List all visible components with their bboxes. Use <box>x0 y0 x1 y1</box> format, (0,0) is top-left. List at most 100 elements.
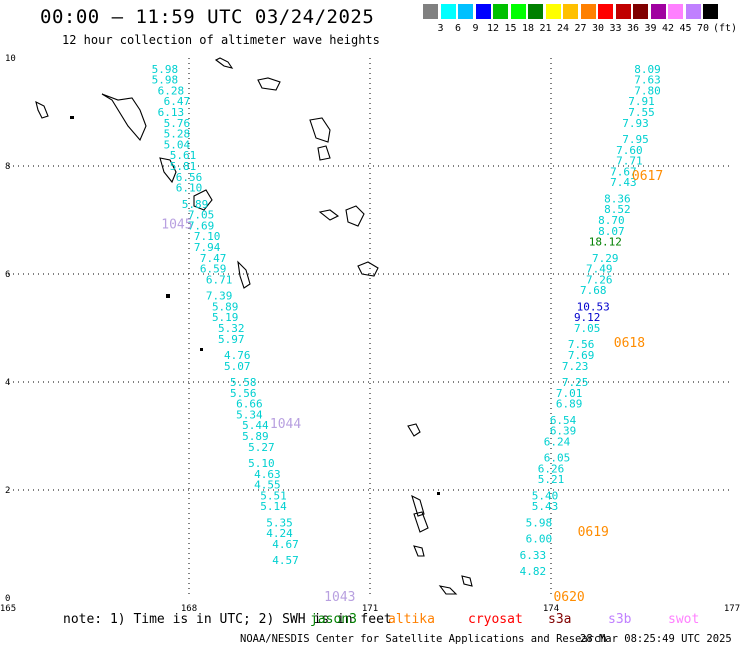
colorbar-label: 30 <box>591 23 605 34</box>
island-outline <box>345 205 365 227</box>
colorbar-units: (ft) <box>713 23 738 34</box>
wave-height-label: 7.67 <box>610 165 637 178</box>
colorbar-swatch <box>458 4 473 19</box>
wave-height-label: 6.33 <box>520 549 547 562</box>
wave-height-label: 4.24 <box>266 527 293 540</box>
wave-height-label: 7.01 <box>556 387 583 400</box>
colorbar-swatch <box>703 4 718 19</box>
wave-height-label: 18.12 <box>589 236 622 249</box>
wave-height-label: 7.94 <box>194 241 221 254</box>
colorbar-swatch <box>545 4 561 19</box>
satellite-s3b: s3b <box>608 612 632 627</box>
wave-height-label: 8.09 <box>634 63 661 76</box>
wave-height-label: 4.55 <box>254 479 281 492</box>
wave-height-label: 5.89 <box>212 300 239 313</box>
wave-height-label: 5.61 <box>170 149 197 162</box>
wave-height-label: 7.69 <box>568 349 595 362</box>
orbit-label: 0617 <box>632 169 663 184</box>
wave-height-label: 6.59 <box>200 263 227 276</box>
colorbar-swatch <box>615 4 631 19</box>
island-outline <box>257 77 281 91</box>
wave-height-label: 5.98 <box>526 516 553 529</box>
wave-height-label: 5.19 <box>212 311 239 324</box>
wave-height-label: 5.89 <box>242 430 269 443</box>
wave-height-label: 5.07 <box>224 360 251 373</box>
wave-height-label: 7.39 <box>206 290 233 303</box>
island-outline <box>461 575 473 587</box>
island-outline <box>438 585 458 595</box>
colorbar-label: 15 <box>504 23 517 34</box>
colorbar-swatch <box>668 4 683 19</box>
colorbar-label: 21 <box>539 23 552 34</box>
wave-height-label: 7.25 <box>562 376 589 389</box>
island-dot <box>70 116 74 119</box>
island-outline <box>159 157 177 184</box>
colorbar-swatch <box>510 4 526 19</box>
colorbar-swatch <box>598 4 613 19</box>
y-tick-label: 10 <box>5 54 16 64</box>
wave-height-label: 6.39 <box>550 425 577 438</box>
x-tick-label: 165 <box>0 604 16 614</box>
orbit-label: 1044 <box>270 417 301 432</box>
island-outline <box>407 423 421 437</box>
wave-height-label: 5.98 <box>152 63 179 76</box>
wave-height-label: 5.58 <box>230 376 257 389</box>
island-outline <box>237 260 251 289</box>
wave-height-label: 5.34 <box>236 408 263 421</box>
wave-height-label: 7.47 <box>200 252 227 265</box>
wave-height-label: 5.51 <box>260 489 287 502</box>
island-outline <box>214 57 234 69</box>
footer-timestamp: 28 Mar 08:25:49 UTC 2025 <box>580 633 732 645</box>
wave-height-label: 5.44 <box>242 419 269 432</box>
colorbar-label: 36 <box>626 23 640 34</box>
wave-height-label: 6.71 <box>206 273 233 286</box>
colorbar-label: 70 <box>696 23 710 34</box>
wave-height-label: 6.47 <box>164 95 191 108</box>
wave-height-label: 6.54 <box>550 414 577 427</box>
wave-height-label: 7.23 <box>562 360 589 373</box>
wave-height-label: 5.32 <box>218 322 245 335</box>
orbit-label: 0619 <box>578 525 609 540</box>
wave-height-label: 7.93 <box>622 117 649 130</box>
colorbar-swatch <box>685 4 701 19</box>
wave-height-label: 5.76 <box>164 117 191 130</box>
island-dot <box>437 492 440 495</box>
wave-height-label: 4.82 <box>520 565 547 578</box>
x-tick-label: 177 <box>724 604 740 614</box>
wave-height-label: 7.68 <box>580 284 607 297</box>
footnote: note: 1) Time is in UTC; 2) SWH is in fe… <box>63 612 392 627</box>
footer-org: NOAA/NESDIS Center for Satellite Applica… <box>240 633 607 645</box>
wave-height-label: 7.69 <box>188 219 215 232</box>
island-dot <box>200 348 203 351</box>
wave-height-label: 6.24 <box>544 435 571 448</box>
wave-height-label: 4.67 <box>272 538 299 551</box>
colorbar-label: 39 <box>644 23 657 34</box>
colorbar-swatch <box>650 4 666 19</box>
colorbar-label: 33 <box>609 23 622 34</box>
wave-height-label: 6.05 <box>544 452 571 465</box>
colorbar-swatch <box>475 4 491 19</box>
island-outline <box>413 545 425 557</box>
wave-height-label: 7.43 <box>610 176 637 189</box>
wave-height-label: 5.04 <box>164 138 191 151</box>
island-outline <box>413 511 429 533</box>
wave-height-label: 5.98 <box>152 74 179 87</box>
island-outline <box>193 189 213 211</box>
colorbar-swatch <box>528 4 543 19</box>
wave-height-label: 6.28 <box>158 84 185 97</box>
wave-height-label: 6.00 <box>526 533 553 546</box>
wave-height-label: 7.29 <box>592 252 619 265</box>
wave-height-label: 5.14 <box>260 500 287 513</box>
satellite-altika: altika <box>388 612 435 627</box>
island-outline <box>318 209 340 221</box>
orbit-label: 1045 <box>161 217 192 232</box>
wave-height-label: 7.05 <box>188 209 215 222</box>
wave-height-label: 7.56 <box>568 338 595 351</box>
wave-height-label: 7.91 <box>628 95 655 108</box>
wave-height-label: 5.43 <box>532 500 559 513</box>
colorbar-label: 9 <box>472 23 479 34</box>
colorbar-label: 42 <box>661 23 675 34</box>
colorbar-swatch <box>563 4 578 19</box>
chart-title: 00:00 – 11:59 UTC 03/24/2025 <box>40 6 375 28</box>
